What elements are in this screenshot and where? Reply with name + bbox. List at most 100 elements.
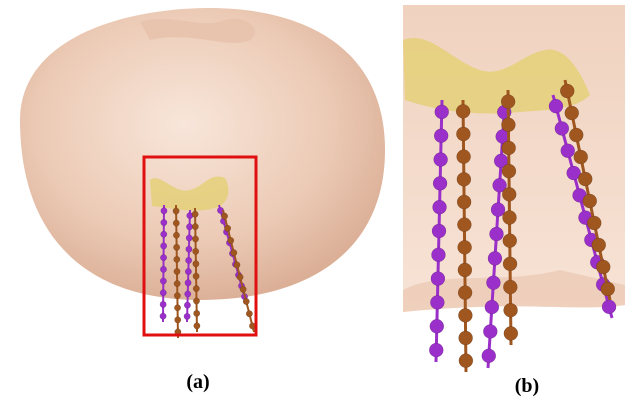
electrode-contact: [587, 216, 601, 230]
electrode-contact: [549, 99, 563, 113]
electrode-contact: [434, 153, 448, 167]
electrode-contact: [504, 326, 518, 340]
electrode-contact: [192, 223, 198, 229]
electrode-contact: [457, 218, 471, 232]
electrode-contact: [490, 227, 504, 241]
electrode-contact: [192, 211, 198, 217]
electrode-contact: [174, 280, 180, 286]
electrode-contact: [174, 268, 180, 274]
electrode-contact: [184, 313, 190, 319]
electrode-contact: [485, 300, 499, 314]
electrode-contact: [185, 268, 191, 274]
electrode-contact: [578, 172, 592, 186]
electrode-contact: [596, 260, 610, 274]
electrode-contact: [240, 286, 246, 292]
electrode-contact: [246, 311, 252, 317]
electrode-contact: [592, 238, 606, 252]
electrode-contact: [503, 211, 517, 225]
electrode-contact: [435, 105, 449, 119]
electrode-contact: [193, 298, 199, 304]
electrode-contact: [193, 285, 199, 291]
electrode-contact: [228, 237, 234, 243]
electrode-contact: [430, 295, 444, 309]
panel-label: (b): [515, 375, 539, 397]
electrode-contact: [160, 243, 166, 249]
electrode-contact: [185, 291, 191, 297]
electrode-contact: [185, 257, 191, 263]
panel-label: (a): [186, 371, 209, 393]
panel-b: (b): [403, 5, 625, 397]
electrode-contact: [234, 262, 240, 268]
page: (a) (b) (() => { const data = JSON.parse…: [0, 0, 625, 404]
electrode-contact: [565, 106, 579, 120]
electrode-contact: [193, 261, 199, 267]
electrode-contact: [173, 244, 179, 250]
electrode-contact: [174, 305, 180, 311]
electrode-contact: [458, 308, 472, 322]
electrode-contact: [459, 354, 473, 368]
electrode-contact: [457, 150, 471, 164]
electrode-contact: [221, 213, 227, 219]
electrode-contact: [237, 274, 243, 280]
electrode-contact: [482, 349, 496, 363]
electrode-contact: [431, 272, 445, 286]
electrode-contact: [184, 302, 190, 308]
electrode-contact: [174, 256, 180, 262]
electrode-contact: [601, 282, 615, 296]
electrode-contact: [186, 246, 192, 252]
electrode-contact: [192, 236, 198, 242]
electrode-contact: [457, 195, 471, 209]
panel-a: (a): [20, 8, 385, 393]
electrode-contact: [457, 172, 471, 186]
electrode-contact: [561, 144, 575, 158]
electrode-contact: [160, 254, 166, 260]
electrode-contact: [502, 164, 516, 178]
electrode-contact: [503, 234, 517, 248]
electrode-contact: [458, 263, 472, 277]
electrode-contact: [185, 280, 191, 286]
electrode-contact: [161, 208, 167, 214]
electrode-contact: [194, 310, 200, 316]
electrode-contact: [429, 343, 443, 357]
electrode-contact: [160, 301, 166, 307]
electrode-contact: [459, 331, 473, 345]
electrode-contact: [160, 313, 166, 319]
electrode-contact: [501, 95, 515, 109]
electrode-contact: [432, 224, 446, 238]
electrode-contact: [431, 248, 445, 262]
electrode-contact: [503, 280, 517, 294]
electrode-contact: [502, 141, 516, 155]
electrode-contact: [160, 266, 166, 272]
electrode-contact: [434, 129, 448, 143]
figure: (a) (b): [0, 0, 625, 404]
brain-surface: [20, 8, 385, 300]
electrode-contact: [161, 231, 167, 237]
electrode-contact: [583, 194, 597, 208]
electrode-contact: [456, 104, 470, 118]
electrode-contact: [231, 250, 237, 256]
electrode-contact: [503, 257, 517, 271]
electrode-contact: [173, 208, 179, 214]
electrode-contact: [569, 128, 583, 142]
electrode-contact: [488, 251, 502, 265]
electrode-contact: [504, 303, 518, 317]
electrode-contact: [193, 273, 199, 279]
electrode-contact: [243, 298, 249, 304]
electrode-contact: [160, 278, 166, 284]
electrode-contact: [574, 150, 588, 164]
electrode-contact: [430, 319, 444, 333]
electrode-contact: [175, 317, 181, 323]
electrode-contact: [174, 292, 180, 298]
electrode-contact: [486, 276, 500, 290]
electrode-contact: [483, 324, 497, 338]
electrode-contact: [161, 219, 167, 225]
electrode-contact: [186, 235, 192, 241]
electrode-contact: [456, 127, 470, 141]
electrode-contact: [160, 290, 166, 296]
electrode-contact: [502, 187, 516, 201]
electrode-contact: [186, 224, 192, 230]
electrode-contact: [224, 225, 230, 231]
electrode-contact: [173, 232, 179, 238]
electrode-contact: [433, 200, 447, 214]
electrode-contact: [194, 323, 200, 329]
